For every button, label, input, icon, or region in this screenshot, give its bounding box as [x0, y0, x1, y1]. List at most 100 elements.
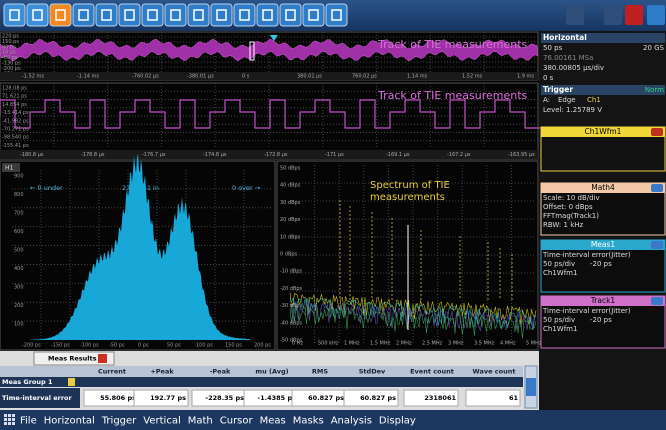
- label: -20 ps: [590, 316, 612, 324]
- tool-button[interactable]: [188, 4, 209, 26]
- menu-item[interactable]: Display: [379, 416, 416, 427]
- tool-button[interactable]: [27, 4, 48, 26]
- label: 100: [14, 322, 24, 328]
- label: FFTmag(Track1): [543, 212, 599, 220]
- label: 150 ps: [225, 343, 242, 349]
- label: -174.8 µs: [203, 152, 227, 158]
- label: -10 dBps: [280, 269, 303, 275]
- tool-button[interactable]: [165, 4, 186, 26]
- label: 500: [14, 248, 24, 254]
- tool-button[interactable]: [326, 4, 347, 26]
- label: -40 dBps: [280, 320, 303, 326]
- group-row: [0, 377, 523, 387]
- label: 200 ps: [254, 343, 271, 349]
- menu-item[interactable]: Math: [188, 416, 213, 427]
- menu-item[interactable]: Horizontal: [44, 416, 95, 427]
- label: 2.5 MHz: [422, 341, 443, 347]
- tool-button[interactable]: [303, 4, 324, 26]
- label: 71.621 ps: [2, 94, 27, 100]
- label: -169.1 µs: [386, 152, 410, 158]
- label: 40 dBps: [280, 183, 301, 189]
- scroll-thumb[interactable]: [526, 378, 536, 396]
- tool-button[interactable]: [566, 5, 584, 25]
- close-button[interactable]: [651, 128, 663, 136]
- menu-grid-icon: [8, 418, 11, 421]
- tool-button[interactable]: [119, 4, 140, 26]
- label: 1.9 ms: [517, 74, 534, 80]
- label: 0 s: [543, 74, 554, 82]
- menu-item[interactable]: Meas: [260, 416, 286, 427]
- label: -155.41 ps: [2, 143, 29, 149]
- label: 3.5 MHz: [474, 341, 495, 347]
- menu-item[interactable]: Cursor: [220, 416, 254, 427]
- tool-button[interactable]: [280, 4, 301, 26]
- label: 200: [14, 303, 24, 309]
- label: 0 over →: [232, 184, 261, 192]
- menu-item[interactable]: Analysis: [331, 416, 372, 427]
- label: 4 MHz: [500, 341, 516, 347]
- label: 2318061: [424, 394, 456, 402]
- label: 380.01 µs: [297, 74, 322, 80]
- label: Meas Group 1: [2, 378, 53, 386]
- collapse-button[interactable]: [651, 297, 663, 305]
- menu-item[interactable]: Vertical: [143, 416, 180, 427]
- label: Time-interval error: [2, 394, 73, 402]
- label: Horizontal: [543, 33, 587, 42]
- label: 1.14 ms: [407, 74, 428, 80]
- label: 0 Hz: [292, 341, 304, 347]
- label: mu (Avg): [255, 368, 288, 376]
- label: -30 dBps: [280, 303, 303, 309]
- menu-grid-icon: [8, 422, 11, 425]
- label: -20 ps: [590, 260, 612, 268]
- label: 1.5 MHz: [370, 341, 391, 347]
- menu-grid-icon: [12, 418, 15, 421]
- tool-button[interactable]: [625, 5, 643, 25]
- label: Event count: [410, 368, 454, 376]
- menu-item[interactable]: Trigger: [101, 416, 137, 427]
- label: -70.271 ps: [2, 127, 29, 133]
- label: RMS: [312, 368, 328, 376]
- tool-button[interactable]: [4, 4, 25, 26]
- label: 600: [14, 229, 24, 235]
- label: 900: [14, 174, 24, 180]
- tool-button[interactable]: [604, 5, 622, 25]
- label: 700: [14, 211, 24, 217]
- menu-item[interactable]: Masks: [293, 416, 324, 427]
- label: 128.08 ps: [2, 86, 27, 92]
- label: Wave count: [473, 368, 516, 376]
- tool-button[interactable]: [234, 4, 255, 26]
- label: -176.7 µs: [142, 152, 166, 158]
- tool-button[interactable]: [73, 4, 94, 26]
- label: 1.52 ms: [462, 74, 483, 80]
- collapse-button[interactable]: [651, 241, 663, 249]
- label: Spectrum of TIE: [370, 180, 450, 191]
- label: -150 ps: [51, 343, 70, 349]
- group-icon: [68, 378, 75, 386]
- tool-button[interactable]: [257, 4, 278, 26]
- label: -98.540 ps: [2, 135, 29, 141]
- screen: Track of TIE measurements220 ps150 ps80 …: [0, 0, 666, 430]
- page: Track of TIE measurements 220 ps 150 ps 80 …: [0, 0, 666, 430]
- tool-button[interactable]: [142, 4, 163, 26]
- tool-button[interactable]: [96, 4, 117, 26]
- tool-button[interactable]: [211, 4, 232, 26]
- tab-close[interactable]: [98, 354, 107, 363]
- label: 0 dBps: [280, 252, 298, 258]
- label: StdDev: [359, 368, 386, 376]
- tool-button[interactable]: [50, 4, 71, 26]
- label: 0 s: [242, 74, 250, 80]
- collapse-button[interactable]: [651, 184, 663, 192]
- label: 1 MHz: [344, 341, 360, 347]
- menu-grid-icon: [4, 418, 7, 421]
- label: 380.00805 µs/div: [543, 64, 604, 72]
- tool-button[interactable]: [647, 5, 665, 25]
- label: -1.14 ms: [77, 74, 99, 80]
- label: -13.414 ps: [2, 110, 29, 116]
- label: Edge: [558, 96, 576, 104]
- label: -100 ps: [80, 343, 99, 349]
- label: 76.00161 MSa: [543, 54, 593, 62]
- menu-item[interactable]: File: [20, 416, 37, 427]
- label: -41.982 ps: [2, 118, 29, 124]
- label: RBW: 1 kHz: [543, 221, 584, 229]
- label: -50 ps: [109, 343, 125, 349]
